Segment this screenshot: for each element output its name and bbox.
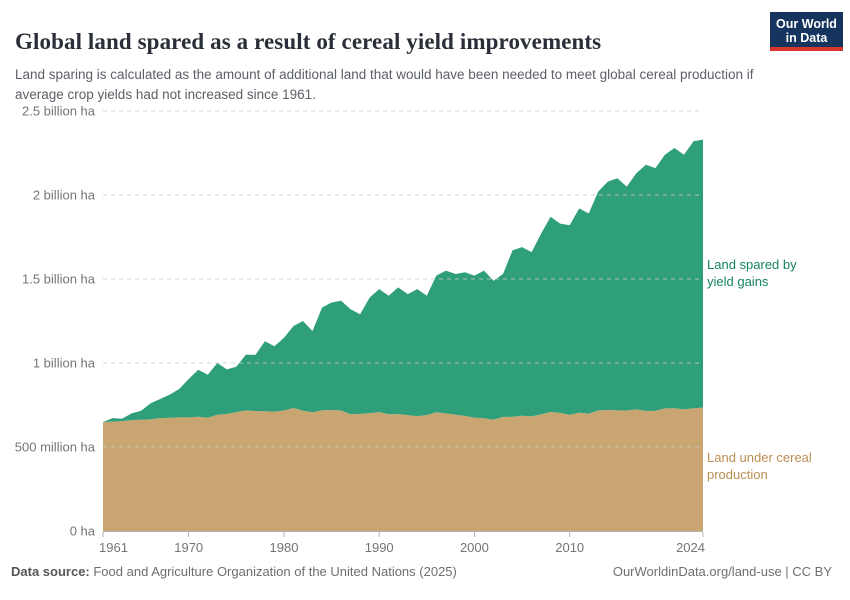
x-axis-tick-label: 1970 [174, 540, 203, 555]
x-axis-tick-label: 2010 [555, 540, 584, 555]
y-axis-tick-label: 500 million ha [15, 440, 96, 455]
y-axis-tick-label: 2 billion ha [33, 188, 96, 203]
x-axis-tick-label: 2024 [676, 540, 705, 555]
series-label-land-under-cereal: Land under cereal production [707, 450, 812, 482]
owid-logo-red-bar [770, 47, 843, 51]
stacked-area-chart[interactable]: 0 ha 500 million ha 1 billion ha 1.5 billio… [0, 95, 850, 570]
y-axis-tick-label: 2.5 billion ha [22, 104, 96, 119]
area-land-under-cereal-production[interactable] [103, 407, 703, 532]
owid-license-link[interactable]: OurWorldinData.org/land-use | CC BY [612, 564, 832, 579]
owid-logo[interactable]: Our World in Data [770, 12, 843, 51]
chart-subtitle: Land sparing is calculated as the amount… [15, 66, 754, 102]
data-source-label: Data source: [11, 564, 90, 579]
area-land-spared-by-yield-gains[interactable] [103, 139, 703, 423]
x-axis-tick-label: 1990 [365, 540, 394, 555]
x-axis-tick-label: 2000 [460, 540, 489, 555]
data-source-note: Data source: Food and Agriculture Organi… [11, 564, 457, 579]
chart-area: 0 ha 500 million ha 1 billion ha 1.5 billio… [0, 95, 850, 570]
y-axis-tick-label: 0 ha [70, 524, 96, 539]
page-title: Global land spared as a result of cereal… [15, 29, 602, 55]
x-axis-tick-label: 1980 [270, 540, 299, 555]
series-label-land-spared: Land spared by yield gains [707, 257, 797, 289]
y-axis-tick-label: 1.5 billion ha [22, 272, 96, 287]
x-axis-tick-label: 1961 [99, 540, 128, 555]
y-axis-tick-label: 1 billion ha [33, 356, 96, 371]
owid-logo-line1: Our World [776, 17, 837, 31]
data-source-text: Food and Agriculture Organization of the… [89, 564, 457, 579]
owid-logo-line2: in Data [785, 31, 828, 45]
